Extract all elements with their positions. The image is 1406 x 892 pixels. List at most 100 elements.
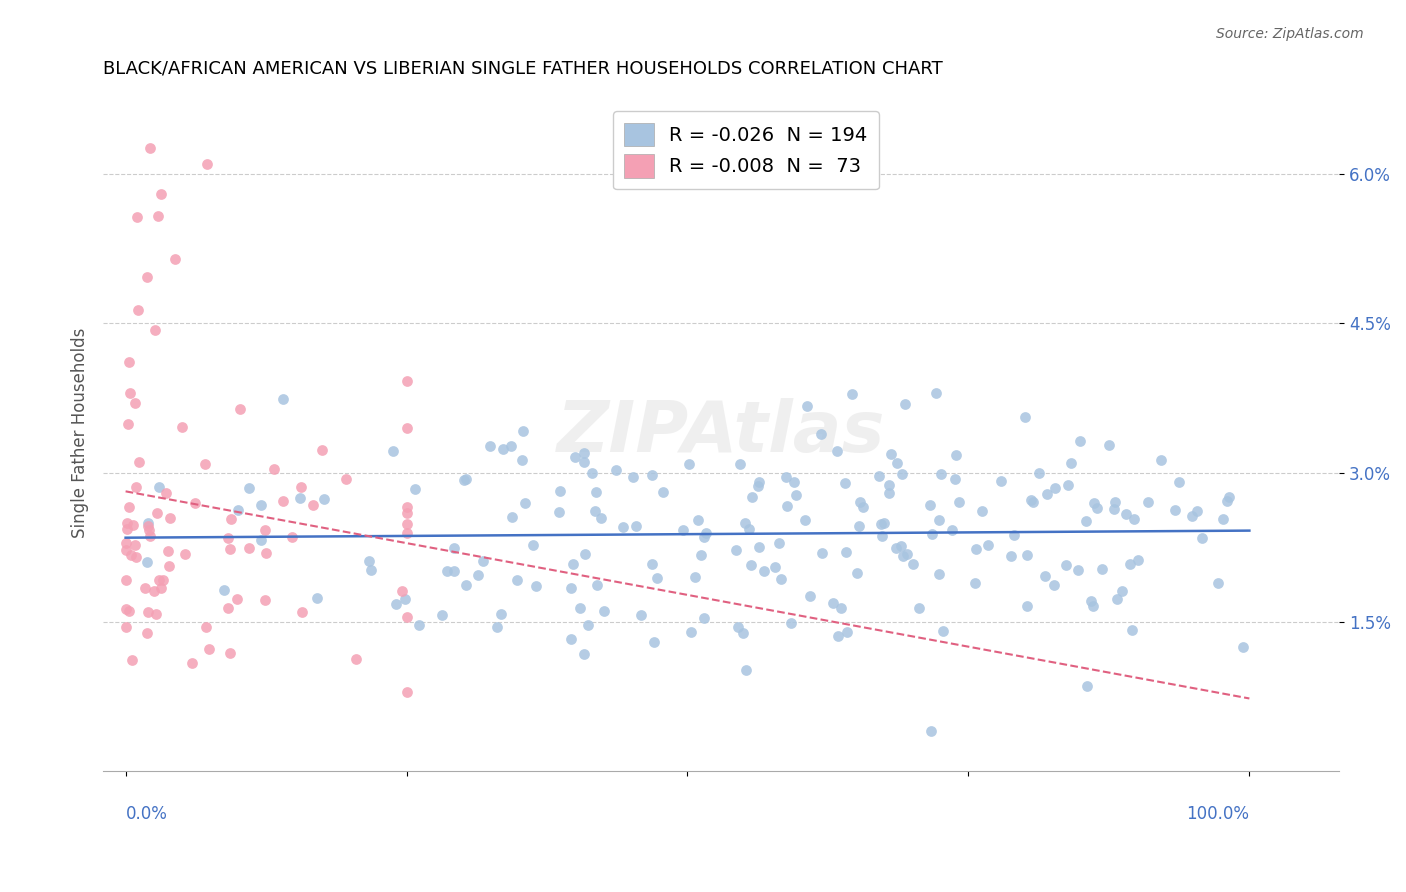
Point — [780, 616, 803, 631]
Point — [136, 519, 159, 533]
Point — [115, 602, 138, 616]
Point — [501, 509, 523, 524]
Point — [738, 522, 761, 536]
Point — [288, 491, 311, 506]
Point — [564, 450, 586, 464]
Point — [1232, 640, 1254, 655]
Point — [456, 472, 478, 486]
Point — [1121, 623, 1143, 637]
Point — [115, 516, 138, 530]
Point — [921, 527, 943, 541]
Point — [612, 520, 634, 534]
Point — [181, 657, 204, 671]
Point — [1057, 477, 1080, 491]
Point — [1069, 434, 1091, 448]
Point — [928, 512, 950, 526]
Point — [1126, 553, 1149, 567]
Point — [115, 535, 138, 549]
Point — [630, 607, 652, 622]
Point — [195, 157, 218, 171]
Point — [159, 511, 181, 525]
Point — [748, 475, 770, 489]
Point — [218, 541, 240, 556]
Point — [1080, 594, 1102, 608]
Point — [977, 538, 1000, 552]
Point — [641, 557, 664, 571]
Point — [548, 505, 571, 519]
Point — [641, 468, 664, 483]
Point — [731, 626, 754, 640]
Point — [436, 564, 458, 578]
Point — [932, 624, 955, 639]
Point — [785, 488, 807, 502]
Point — [314, 492, 336, 507]
Point — [394, 591, 416, 606]
Point — [513, 495, 536, 509]
Point — [1185, 504, 1208, 518]
Point — [1218, 490, 1240, 504]
Point — [890, 467, 912, 481]
Point — [157, 559, 180, 574]
Point — [870, 517, 893, 532]
Point — [489, 607, 512, 621]
Point — [972, 504, 994, 518]
Point — [408, 617, 430, 632]
Point — [886, 456, 908, 470]
Point — [184, 496, 207, 510]
Point — [148, 209, 170, 223]
Point — [1137, 495, 1160, 509]
Point — [591, 511, 613, 525]
Point — [730, 457, 752, 471]
Point — [290, 480, 312, 494]
Point — [1150, 452, 1173, 467]
Point — [873, 516, 896, 530]
Point — [747, 479, 769, 493]
Point — [219, 512, 242, 526]
Text: ZIPAtlas: ZIPAtlas — [557, 399, 886, 467]
Point — [492, 442, 515, 457]
Point — [163, 252, 186, 266]
Point — [740, 558, 762, 572]
Point — [1164, 503, 1187, 517]
Point — [226, 503, 249, 517]
Point — [120, 386, 142, 401]
Point — [145, 607, 167, 621]
Point — [693, 611, 716, 625]
Point — [125, 549, 148, 564]
Point — [643, 635, 665, 649]
Point — [948, 495, 970, 509]
Point — [1054, 558, 1077, 573]
Point — [1002, 527, 1025, 541]
Point — [775, 470, 797, 484]
Point — [218, 646, 240, 660]
Point — [430, 607, 453, 622]
Point — [893, 397, 915, 411]
Point — [152, 573, 174, 587]
Point — [195, 620, 218, 634]
Point — [467, 567, 489, 582]
Point — [725, 543, 748, 558]
Point — [896, 547, 918, 561]
Point — [576, 618, 599, 632]
Point — [125, 211, 148, 225]
Point — [624, 519, 647, 533]
Point — [908, 600, 931, 615]
Point — [281, 530, 304, 544]
Point — [271, 392, 294, 406]
Point — [1181, 509, 1204, 524]
Point — [830, 601, 852, 615]
Point — [990, 474, 1012, 488]
Point — [128, 455, 150, 469]
Point — [143, 583, 166, 598]
Point — [693, 530, 716, 544]
Point — [120, 548, 142, 562]
Point — [506, 573, 529, 587]
Point — [734, 516, 756, 531]
Point — [214, 583, 236, 598]
Point — [574, 647, 596, 661]
Point — [146, 506, 169, 520]
Point — [848, 518, 870, 533]
Point — [920, 724, 942, 739]
Point — [194, 458, 217, 472]
Point — [748, 540, 770, 554]
